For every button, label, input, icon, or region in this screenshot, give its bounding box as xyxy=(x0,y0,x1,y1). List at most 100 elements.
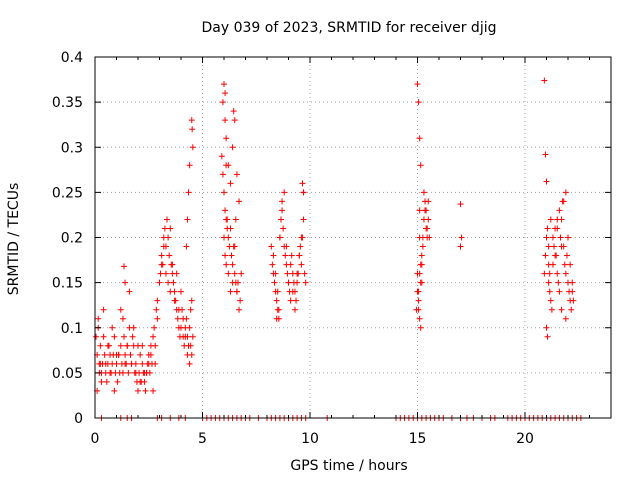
data-point-marker xyxy=(183,243,190,250)
data-point-marker xyxy=(166,252,173,259)
y-tick-label: 0 xyxy=(74,411,83,427)
data-point-marker xyxy=(301,270,308,277)
data-point-marker xyxy=(227,225,234,232)
data-point-marker xyxy=(135,387,141,394)
data-point-marker xyxy=(541,270,548,277)
data-point-marker xyxy=(139,360,146,367)
data-point-marker xyxy=(187,342,194,349)
data-point-marker xyxy=(132,369,139,376)
data-point-marker xyxy=(287,261,294,268)
y-tick-label: 0.1 xyxy=(61,321,83,337)
data-point-marker xyxy=(233,171,240,178)
data-point-marker xyxy=(234,279,241,286)
data-point-marker xyxy=(414,270,421,277)
data-point-marker xyxy=(229,279,236,286)
data-point-marker xyxy=(297,243,304,250)
data-point-marker xyxy=(147,351,154,358)
data-point-marker xyxy=(567,261,574,268)
data-point-marker xyxy=(558,306,565,313)
data-point-marker xyxy=(568,306,575,313)
data-point-marker xyxy=(222,252,229,259)
data-point-marker xyxy=(562,270,569,277)
data-point-marker xyxy=(127,351,134,358)
data-point-marker xyxy=(287,297,294,304)
data-point-marker xyxy=(109,324,116,331)
data-point-marker xyxy=(418,252,425,259)
data-point-marker xyxy=(154,315,161,322)
data-point-marker xyxy=(420,189,427,196)
x-tick-label: 5 xyxy=(198,431,207,447)
data-point-marker xyxy=(122,360,129,367)
data-point-marker xyxy=(273,315,280,322)
data-point-marker xyxy=(268,243,275,250)
data-point-marker xyxy=(271,279,278,286)
data-point-marker xyxy=(423,225,430,232)
data-point-marker xyxy=(229,144,236,151)
data-point-marker xyxy=(167,225,174,232)
data-point-marker xyxy=(150,333,157,340)
data-point-marker xyxy=(221,234,227,241)
data-point-marker xyxy=(457,243,464,250)
data-point-marker xyxy=(541,77,548,84)
data-point-marker xyxy=(122,279,129,286)
data-point-marker xyxy=(422,207,429,214)
data-point-marker xyxy=(275,306,282,313)
data-point-marker xyxy=(415,99,422,106)
data-point-marker xyxy=(237,297,244,304)
data-point-marker xyxy=(298,261,305,268)
data-point-marker xyxy=(113,360,120,367)
data-point-marker xyxy=(162,270,169,277)
data-point-marker xyxy=(285,279,292,286)
data-point-marker xyxy=(552,252,559,259)
data-point-marker xyxy=(569,288,576,295)
data-point-marker xyxy=(231,117,238,124)
data-point-marker xyxy=(415,288,422,295)
data-point-marker xyxy=(284,270,291,277)
y-tick-label: 0.3 xyxy=(61,140,83,156)
data-point-marker xyxy=(291,306,298,313)
data-point-marker xyxy=(135,342,141,349)
data-point-marker xyxy=(560,198,567,205)
data-point-marker xyxy=(142,387,149,394)
data-point-marker xyxy=(417,162,424,169)
data-point-marker xyxy=(121,333,128,340)
data-point-marker xyxy=(160,243,167,250)
data-point-marker xyxy=(189,126,196,133)
data-point-marker xyxy=(293,297,300,304)
data-point-marker xyxy=(554,225,561,232)
data-point-marker xyxy=(272,270,279,277)
data-point-marker xyxy=(225,270,232,277)
data-point-marker xyxy=(294,270,301,277)
data-point-marker xyxy=(565,234,571,241)
data-point-marker xyxy=(277,216,284,223)
data-point-marker xyxy=(298,234,305,241)
data-point-marker xyxy=(545,261,552,268)
axis-ticks: 0 5 10 15 20 0 0.05 0.1 0.15 0.2 0.25 0.3 0.35 0.4 xyxy=(52,50,611,447)
data-point-marker xyxy=(117,306,124,313)
data-point-marker xyxy=(137,351,144,358)
data-point-marker xyxy=(544,333,551,340)
y-tick-label: 0.4 xyxy=(61,50,83,66)
data-point-marker xyxy=(270,252,277,259)
data-point-marker xyxy=(117,342,124,349)
data-point-marker xyxy=(107,369,114,376)
data-point-marker xyxy=(280,225,287,232)
data-point-marker xyxy=(186,162,193,169)
data-point-marker xyxy=(418,261,425,268)
data-point-marker xyxy=(417,324,424,331)
y-axis-label: SRMTID / TECUs xyxy=(6,183,22,296)
data-point-marker xyxy=(276,234,283,241)
data-point-marker xyxy=(186,360,193,367)
data-point-marker xyxy=(458,234,465,241)
data-point-marker xyxy=(542,252,549,259)
data-point-marker xyxy=(425,198,432,205)
data-point-marker xyxy=(554,216,561,223)
data-point-marker xyxy=(569,279,576,286)
data-point-marker xyxy=(167,288,174,295)
data-point-marker xyxy=(414,81,421,88)
data-point-marker xyxy=(98,378,105,385)
data-point-marker xyxy=(95,315,102,322)
data-point-marker xyxy=(186,324,193,331)
data-point-marker xyxy=(545,243,552,250)
